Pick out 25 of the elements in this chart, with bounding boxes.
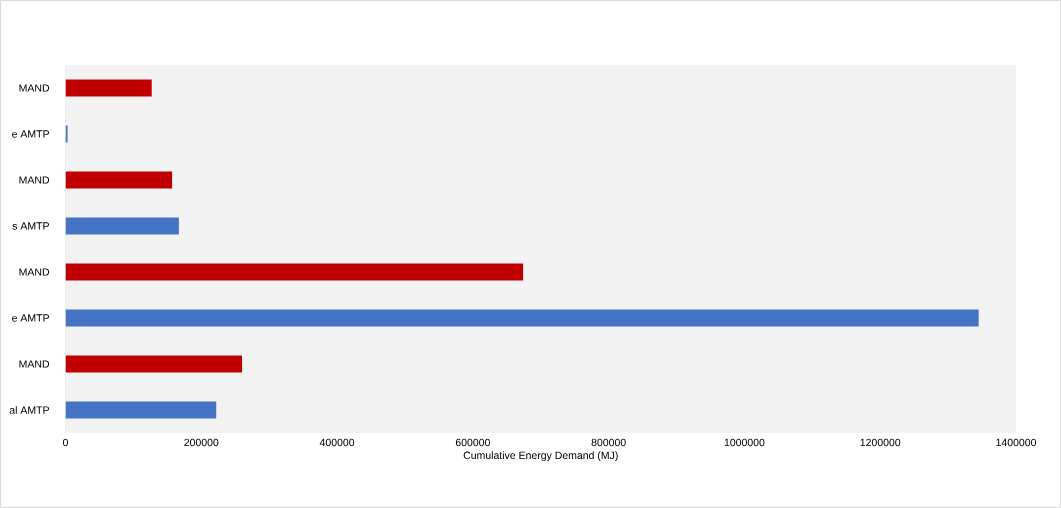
x-tick-label: 600000 — [455, 438, 490, 447]
x-tick-label: 800000 — [591, 438, 626, 447]
y-tick-label: s AMTP — [12, 222, 49, 230]
bar — [65, 125, 68, 143]
y-tick-label: e AMTP — [12, 314, 49, 322]
bar — [65, 79, 152, 97]
bar — [65, 171, 173, 189]
bar — [65, 309, 979, 327]
y-tick-label: e AMTP — [12, 130, 49, 138]
x-tick-label: 1200000 — [860, 438, 901, 447]
x-tick-label: 200000 — [184, 438, 219, 447]
y-tick-label: al AMTP — [9, 406, 49, 414]
bar — [65, 263, 524, 281]
bar — [65, 355, 243, 373]
bar — [65, 401, 217, 419]
y-tick-label: MAND — [19, 360, 50, 368]
x-tick-label: 0 — [62, 438, 68, 447]
y-tick-label: MAND — [19, 268, 50, 276]
y-tick-label: MAND — [19, 176, 50, 184]
x-tick-label: 1000000 — [724, 438, 765, 447]
x-tick-label: 1400000 — [996, 438, 1037, 447]
x-axis-title: Cumulative Energy Demand (MJ) — [463, 451, 618, 462]
x-tick-label: 400000 — [319, 438, 355, 447]
y-tick-label: MAND — [19, 84, 50, 92]
bar — [65, 217, 179, 235]
